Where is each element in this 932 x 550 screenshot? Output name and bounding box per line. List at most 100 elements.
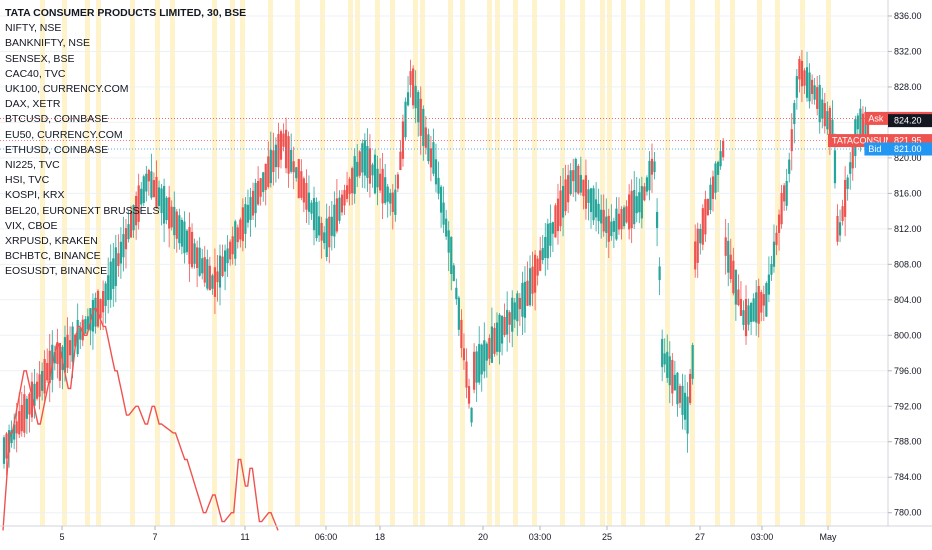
candle <box>307 175 311 225</box>
candle <box>292 146 295 190</box>
candle-body <box>262 172 265 193</box>
candle-body <box>429 148 433 168</box>
candle <box>66 317 69 373</box>
candle <box>211 273 214 295</box>
y-axis: 836.00832.00828.00824.00820.00816.00812.… <box>888 11 922 518</box>
legend-symbol[interactable]: KOSPI, KRX <box>5 189 65 202</box>
candle-body <box>279 131 283 160</box>
candle-body <box>719 151 722 167</box>
candle-body <box>384 177 387 204</box>
candle <box>198 237 201 277</box>
candle <box>462 333 466 370</box>
session-band <box>690 0 695 526</box>
candle-body <box>460 319 463 349</box>
candles <box>2 50 870 476</box>
legend-symbol[interactable]: NIFTY, NSE <box>5 22 62 35</box>
y-tick-label: 836.00 <box>894 11 922 21</box>
candle-body <box>33 383 36 406</box>
y-tick-label: 792.00 <box>894 401 922 411</box>
candle-body <box>716 161 720 175</box>
candle <box>567 164 570 213</box>
candle-body <box>5 433 8 459</box>
legend-symbol[interactable]: ETHUSD, COINBASE <box>5 143 109 156</box>
legend-symbol[interactable]: EU50, CURRENCY.COM <box>5 128 123 141</box>
legend-symbol[interactable]: BANKNIFTY, NSE <box>5 37 90 50</box>
legend-symbol[interactable]: NI225, TVC <box>5 159 60 172</box>
candle <box>495 312 499 356</box>
candle <box>18 392 21 439</box>
candle-body <box>323 232 326 244</box>
candle-body <box>376 168 379 188</box>
candle-body <box>178 215 181 244</box>
candle-body <box>127 224 130 240</box>
legend-symbol[interactable]: EOSUSDT, BINANCE <box>5 265 108 278</box>
candle-body <box>750 302 753 322</box>
candle-body <box>404 101 407 138</box>
candle <box>226 235 229 277</box>
candle-body <box>325 218 328 258</box>
candle-body <box>221 256 224 277</box>
candle-body <box>739 298 743 316</box>
legend-symbol[interactable]: SENSEX, BSE <box>5 52 75 65</box>
session-band <box>155 0 160 526</box>
candle <box>427 128 430 165</box>
candle <box>694 224 697 278</box>
candle <box>539 236 542 272</box>
candle-body <box>696 228 699 263</box>
candle <box>104 281 107 324</box>
candle-body <box>417 92 420 123</box>
candle-body <box>396 174 399 189</box>
candle-body <box>297 159 300 199</box>
legend-symbol[interactable]: BCHBTC, BINANCE <box>5 250 101 263</box>
candle <box>661 329 664 382</box>
legend-symbol[interactable]: BEL20, EURONEXT BRUSSELS <box>5 204 160 217</box>
candle-body <box>729 254 732 280</box>
candle <box>686 382 689 453</box>
session-band <box>420 0 425 526</box>
y-tick-label: 816.00 <box>894 188 922 198</box>
candle-body <box>320 222 323 241</box>
candle-body <box>686 396 689 434</box>
candle <box>823 92 826 134</box>
candle-body <box>437 177 440 194</box>
candle-body <box>168 197 171 229</box>
candle-body <box>312 197 316 231</box>
legend-symbol[interactable]: UK100, CURRENCY.COM <box>5 83 129 96</box>
candle <box>579 156 582 196</box>
legend-symbol[interactable]: VIX, CBOE <box>5 219 58 232</box>
y-tick-label: 800.00 <box>894 330 922 340</box>
candle-body <box>310 202 313 214</box>
candle-body <box>788 159 791 174</box>
candle-body <box>348 178 351 195</box>
price-tag-label: Bid <box>868 144 881 154</box>
candle <box>290 133 293 174</box>
candle-body <box>338 197 341 221</box>
candle <box>744 285 748 345</box>
candle-body <box>615 208 618 240</box>
legend-symbol[interactable]: DAX, XETR <box>5 98 61 111</box>
candle-body <box>20 404 23 432</box>
candle <box>622 205 626 230</box>
candle <box>439 184 443 228</box>
candle-body <box>483 340 486 372</box>
candle-body <box>84 319 87 334</box>
candle-body <box>284 129 288 169</box>
session-band <box>621 0 626 526</box>
candle-body <box>478 344 481 383</box>
candle-body <box>183 221 186 254</box>
legend-symbol[interactable]: HSI, TVC <box>5 174 50 187</box>
candle <box>676 372 679 417</box>
legend-symbol[interactable]: BTCUSD, COINBASE <box>5 113 109 126</box>
candle <box>13 413 16 450</box>
candle-body <box>859 108 862 137</box>
legend-symbol[interactable]: XRPUSD, KRAKEN <box>5 235 98 248</box>
candle-body <box>150 171 153 198</box>
candle-body <box>447 230 450 253</box>
candle <box>780 184 783 229</box>
legend-symbol[interactable]: CAC40, TVC <box>5 67 66 80</box>
candle <box>447 221 450 272</box>
candle <box>683 374 687 431</box>
candle-body <box>439 186 443 213</box>
